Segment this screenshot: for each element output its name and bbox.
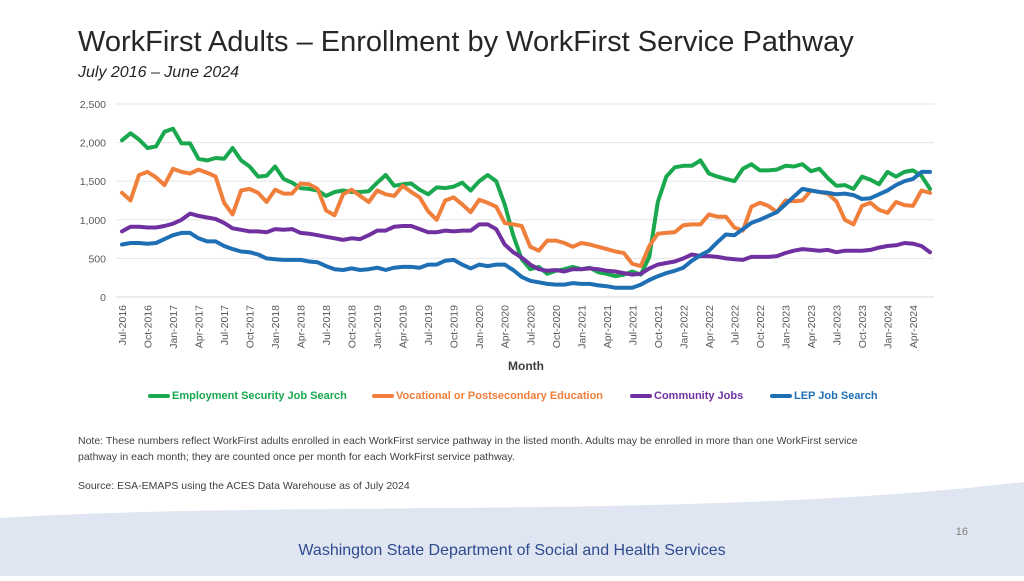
x-tick-label: Oct-2023 bbox=[857, 305, 869, 348]
x-tick-label: Apr-2018 bbox=[296, 305, 308, 348]
department-name: Washington State Department of Social an… bbox=[298, 542, 726, 559]
x-tick-label: Jan-2021 bbox=[576, 305, 588, 349]
x-tick-label: Jul-2017 bbox=[219, 305, 231, 345]
x-tick-label: Jan-2023 bbox=[780, 305, 792, 349]
x-tick-label: Jan-2018 bbox=[270, 305, 282, 349]
series-line-employment bbox=[120, 126, 932, 279]
x-tick-label: Apr-2022 bbox=[704, 305, 716, 348]
y-tick-label: 1,000 bbox=[80, 215, 106, 227]
x-tick-label: Oct-2018 bbox=[347, 305, 359, 348]
x-tick-label: Oct-2021 bbox=[653, 305, 665, 348]
enrollment-line-chart: 0 500 1,000 1,500 2,000 2,500 Jul-2016 Oct-201… bbox=[80, 99, 934, 373]
x-tick-label: Apr-2023 bbox=[806, 305, 818, 348]
x-tick-label: Jul-2022 bbox=[729, 305, 741, 345]
series-line-lep bbox=[120, 169, 932, 290]
x-tick-label: Oct-2017 bbox=[245, 305, 257, 348]
legend-item-vocational: Vocational or Postsecondary Education bbox=[372, 390, 603, 406]
y-tick-label: 2,500 bbox=[80, 99, 106, 111]
x-tick-label: Jul-2019 bbox=[423, 305, 435, 345]
x-tick-label: Jul-2021 bbox=[627, 305, 639, 345]
x-tick-label: Jan-2020 bbox=[474, 305, 486, 349]
x-tick-label: Jan-2024 bbox=[882, 305, 894, 349]
legend-label-community: Community Jobs bbox=[654, 390, 744, 403]
x-tick-label: Apr-2019 bbox=[398, 305, 410, 348]
x-tick-label: Jul-2023 bbox=[831, 305, 843, 345]
legend-item-community: Community Jobs bbox=[630, 390, 743, 406]
x-tick-label: Oct-2022 bbox=[755, 305, 767, 348]
x-axis-ticks: Jul-2016 Oct-2016 Jan-2017 Apr-2017 Jul-2017… bbox=[117, 305, 920, 349]
legend-label-lep: LEP Job Search bbox=[794, 390, 878, 403]
x-tick-label: Apr-2020 bbox=[500, 305, 512, 348]
legend-swatch-vocational bbox=[372, 394, 394, 399]
chart-gridlines bbox=[116, 103, 934, 298]
legend-item-employment: Employment Security Job Search bbox=[148, 390, 347, 406]
legend-label-employment: Employment Security Job Search bbox=[172, 390, 347, 403]
chart-note: Note: These numbers reflect WorkFirst ad… bbox=[78, 435, 858, 463]
legend-label-vocational: Vocational or Postsecondary Education bbox=[396, 390, 604, 403]
series-line-vocational bbox=[120, 166, 932, 269]
page-number: 16 bbox=[955, 526, 968, 538]
x-tick-label: Apr-2021 bbox=[602, 305, 614, 348]
x-tick-label: Jan-2022 bbox=[678, 305, 690, 349]
y-axis-ticks: 0 500 1,000 1,500 2,000 2,500 bbox=[80, 99, 106, 304]
x-tick-label: Jan-2019 bbox=[372, 305, 384, 349]
x-tick-label: Oct-2020 bbox=[551, 305, 563, 348]
x-tick-label: Jul-2020 bbox=[525, 305, 537, 345]
x-tick-label: Apr-2024 bbox=[908, 305, 920, 348]
y-tick-label: 2,000 bbox=[80, 138, 106, 150]
legend-item-lep: LEP Job Search bbox=[770, 390, 878, 406]
x-tick-label: Apr-2017 bbox=[194, 305, 206, 348]
x-tick-label: Oct-2019 bbox=[449, 305, 461, 348]
legend-swatch-lep bbox=[770, 394, 792, 399]
y-tick-label: 500 bbox=[88, 253, 106, 265]
x-axis-label: Month bbox=[508, 359, 544, 373]
page-subtitle: July 2016 – June 2024 bbox=[78, 64, 240, 81]
chart-series-lines bbox=[120, 126, 932, 290]
x-tick-label: Jan-2017 bbox=[168, 305, 180, 349]
y-tick-label: 1,500 bbox=[80, 176, 106, 188]
x-tick-label: Jul-2016 bbox=[117, 305, 129, 345]
x-tick-label: Jul-2018 bbox=[321, 305, 333, 345]
chart-source: Source: ESA-EMAPS using the ACES Data Wa… bbox=[78, 480, 410, 492]
legend-swatch-community bbox=[630, 394, 652, 399]
page-title: WorkFirst Adults – Enrollment by WorkFir… bbox=[78, 26, 854, 58]
y-tick-label: 0 bbox=[100, 292, 106, 304]
x-tick-label: Oct-2016 bbox=[143, 305, 155, 348]
series-line-community bbox=[120, 211, 932, 277]
legend-swatch-employment bbox=[148, 394, 170, 399]
